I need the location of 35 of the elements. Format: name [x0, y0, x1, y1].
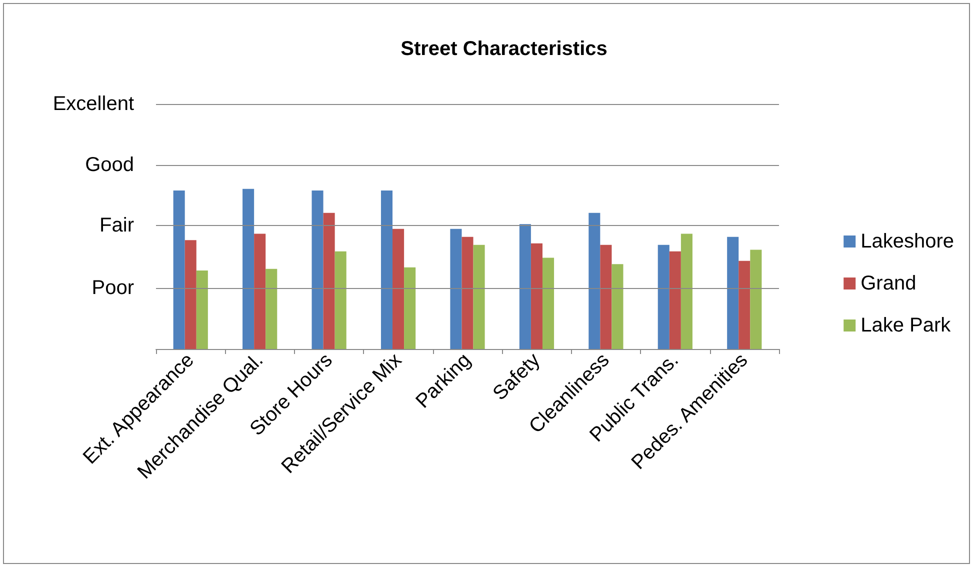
bar — [266, 268, 278, 349]
legend-label: Lake Park — [860, 314, 952, 336]
bar — [312, 190, 324, 349]
bar — [530, 243, 542, 349]
bar — [404, 267, 416, 349]
bar — [450, 228, 462, 349]
ref-line-label: Excellent — [52, 93, 134, 115]
bar — [380, 190, 393, 349]
bar — [334, 251, 346, 349]
legend-label: Lakeshore — [860, 230, 954, 252]
bar — [612, 264, 624, 349]
bar — [473, 244, 485, 349]
bar — [600, 244, 612, 349]
ref-line-label: Fair — [100, 214, 134, 237]
bar — [588, 212, 600, 349]
bar — [392, 228, 404, 349]
bar — [680, 234, 692, 349]
bar — [738, 260, 750, 349]
bar — [254, 234, 266, 349]
bar — [727, 236, 739, 349]
bar — [462, 236, 474, 349]
ref-line-label: Good — [85, 154, 134, 176]
bar — [750, 250, 762, 349]
bar — [242, 188, 254, 349]
legend-label: Grand — [860, 272, 916, 294]
bar — [669, 251, 681, 349]
bar — [323, 212, 335, 349]
bar — [542, 258, 554, 349]
bar — [184, 240, 196, 349]
bar — [196, 270, 208, 349]
bar — [173, 190, 185, 349]
bar — [658, 244, 670, 349]
chart-title: Street Characteristics — [400, 38, 608, 60]
bar — [519, 224, 531, 349]
ref-line-label: Poor — [92, 277, 134, 300]
